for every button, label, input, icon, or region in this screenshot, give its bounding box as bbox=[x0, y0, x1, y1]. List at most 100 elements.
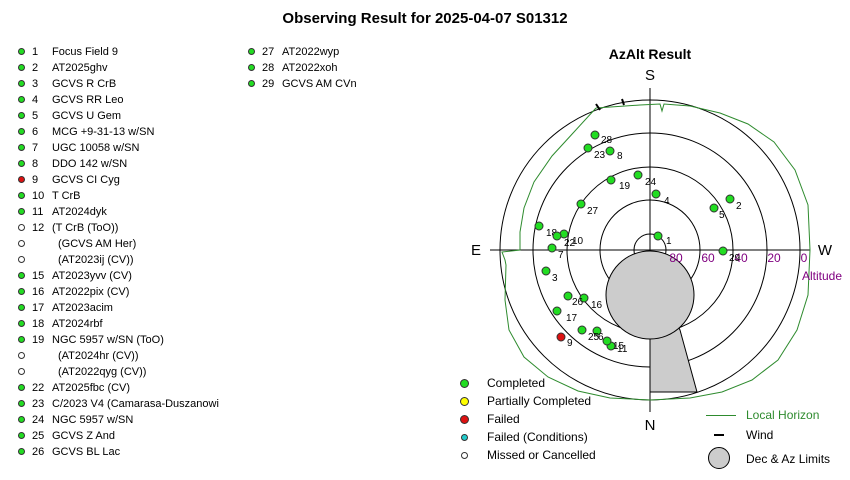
page-title: Observing Result for 2025-04-07 S01312 bbox=[282, 10, 568, 27]
completed-status-icon bbox=[18, 64, 25, 71]
target-number: 18 bbox=[32, 318, 45, 330]
completed-status-icon bbox=[18, 432, 25, 439]
completed-status-icon bbox=[248, 64, 255, 71]
completed-status-icon bbox=[18, 112, 25, 119]
local-horizon-line bbox=[501, 103, 811, 401]
target-point-label: 3 bbox=[552, 273, 558, 284]
missed-status-icon bbox=[18, 224, 25, 231]
target-name: GCVS Z And bbox=[52, 430, 115, 442]
target-number: 3 bbox=[32, 78, 39, 90]
wind-icon bbox=[714, 434, 724, 436]
direction-north: N bbox=[645, 417, 656, 434]
completed-status-icon bbox=[18, 336, 25, 343]
target-number: 28 bbox=[262, 62, 275, 74]
missed-status-icon bbox=[18, 240, 25, 247]
completed-status-icon bbox=[248, 80, 255, 87]
target-point bbox=[583, 143, 593, 153]
target-name: AT2023acim bbox=[52, 302, 113, 314]
completed-status-icon bbox=[18, 128, 25, 135]
completed-status-icon bbox=[18, 320, 25, 327]
target-name: AT2024dyk bbox=[52, 206, 107, 218]
target-name: AT2025ghv bbox=[52, 62, 108, 74]
target-point-label: 9 bbox=[567, 338, 573, 349]
target-number: 1 bbox=[32, 46, 39, 58]
target-name: MCG +9-31-13 w/SN bbox=[52, 126, 155, 138]
target-point bbox=[653, 231, 663, 241]
target-point-label: 4 bbox=[664, 196, 670, 207]
target-point bbox=[576, 199, 586, 209]
target-number: 2 bbox=[32, 62, 39, 74]
target-number: 5 bbox=[32, 110, 39, 122]
target-name: AT2025fbc (CV) bbox=[52, 382, 131, 394]
target-number: 29 bbox=[262, 78, 275, 90]
target-point bbox=[725, 194, 735, 204]
altitude-tick-label: 60 bbox=[701, 251, 715, 265]
target-point-label: 6 bbox=[598, 332, 604, 343]
target-point bbox=[592, 326, 602, 336]
target-point bbox=[541, 266, 551, 276]
target-point-label: 11 bbox=[617, 344, 628, 355]
target-name: NGC 5957 w/SN bbox=[52, 414, 134, 426]
target-number: 15 bbox=[32, 270, 45, 282]
completed-status-icon bbox=[18, 272, 25, 279]
missed-status-icon bbox=[18, 368, 25, 375]
target-point bbox=[579, 293, 589, 303]
failed-status-icon bbox=[18, 176, 25, 183]
target-number: 9 bbox=[32, 174, 39, 186]
target-number: 12 bbox=[32, 222, 45, 234]
failed-status-icon bbox=[460, 415, 469, 424]
target-name: GCVS U Gem bbox=[52, 110, 122, 122]
target-point-label: 8 bbox=[617, 151, 623, 162]
completed-status-icon bbox=[18, 80, 25, 87]
completed-status-icon bbox=[18, 96, 25, 103]
target-point-label: 1 bbox=[666, 236, 672, 247]
target-point bbox=[651, 189, 661, 199]
altitude-tick-label: 40 bbox=[734, 251, 748, 265]
target-point bbox=[606, 175, 616, 185]
target-number: 16 bbox=[32, 286, 45, 298]
legend: Completed Partially Completed Failed Fai… bbox=[460, 374, 850, 474]
target-point bbox=[709, 203, 719, 213]
target-point bbox=[718, 246, 728, 256]
completed-status-icon bbox=[18, 304, 25, 311]
direction-west: W bbox=[818, 242, 833, 259]
target-name: (AT2023ij (CV)) bbox=[58, 254, 134, 266]
target-point-label: 22 bbox=[564, 238, 576, 249]
completed-status-icon bbox=[18, 400, 25, 407]
wind-marker bbox=[595, 103, 601, 111]
target-number: 26 bbox=[32, 446, 45, 458]
target-name: DDO 142 w/SN bbox=[52, 158, 128, 170]
target-point bbox=[556, 332, 566, 342]
completed-status-icon bbox=[18, 448, 25, 455]
target-point-label: 29 bbox=[729, 253, 741, 264]
target-name: AT2024rbf bbox=[52, 318, 103, 330]
target-name: GCVS RR Leo bbox=[52, 94, 124, 106]
target-number: 25 bbox=[32, 430, 45, 442]
missed-status-icon bbox=[461, 452, 468, 459]
target-number: 6 bbox=[32, 126, 39, 138]
wind-marker bbox=[621, 98, 625, 106]
target-name: GCVS CI Cyg bbox=[52, 174, 120, 186]
target-point-label: 10 bbox=[572, 236, 584, 247]
completed-status-icon bbox=[18, 192, 25, 199]
target-point bbox=[602, 336, 612, 346]
target-name: AT2022pix (CV) bbox=[52, 286, 130, 298]
horizon-line-icon bbox=[706, 415, 736, 416]
target-number: 17 bbox=[32, 302, 45, 314]
direction-south: S bbox=[645, 67, 655, 84]
missed-status-icon bbox=[18, 256, 25, 263]
target-number: 11 bbox=[32, 206, 44, 218]
completed-status-icon bbox=[18, 48, 25, 55]
target-point bbox=[547, 243, 557, 253]
target-point bbox=[552, 231, 562, 241]
missed-status-icon bbox=[18, 352, 25, 359]
completed-status-icon bbox=[460, 379, 469, 388]
target-name: UGC 10058 w/SN bbox=[52, 142, 140, 154]
target-point-label: 18 bbox=[546, 228, 558, 239]
limits-icon bbox=[708, 447, 730, 469]
target-number: 22 bbox=[32, 382, 45, 394]
target-point-label: 7 bbox=[558, 250, 564, 261]
target-name: AT2023yvv (CV) bbox=[52, 270, 132, 282]
target-point bbox=[590, 130, 600, 140]
